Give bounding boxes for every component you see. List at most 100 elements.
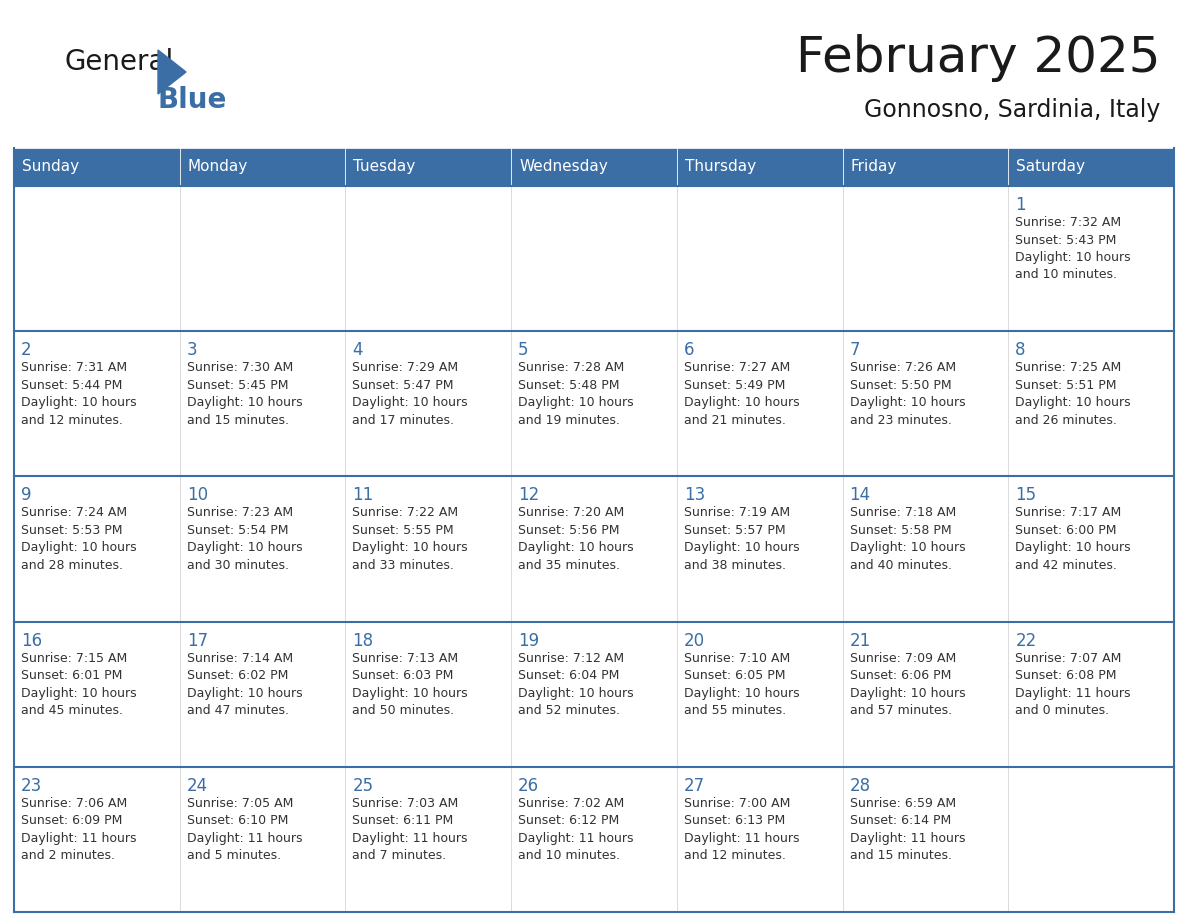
Bar bbox=[14, 476, 179, 621]
Bar bbox=[346, 148, 511, 186]
Text: Thursday: Thursday bbox=[684, 160, 756, 174]
Text: 10: 10 bbox=[187, 487, 208, 504]
Bar bbox=[511, 767, 677, 912]
Text: Sunrise: 7:00 AM
Sunset: 6:13 PM
Daylight: 11 hours
and 12 minutes.: Sunrise: 7:00 AM Sunset: 6:13 PM Dayligh… bbox=[684, 797, 800, 862]
Text: Wednesday: Wednesday bbox=[519, 160, 608, 174]
Bar bbox=[511, 621, 677, 767]
Bar bbox=[842, 148, 1009, 186]
Text: Sunrise: 7:30 AM
Sunset: 5:45 PM
Daylight: 10 hours
and 15 minutes.: Sunrise: 7:30 AM Sunset: 5:45 PM Dayligh… bbox=[187, 361, 302, 427]
Bar bbox=[346, 476, 511, 621]
Text: Sunrise: 7:12 AM
Sunset: 6:04 PM
Daylight: 10 hours
and 52 minutes.: Sunrise: 7:12 AM Sunset: 6:04 PM Dayligh… bbox=[518, 652, 633, 717]
Text: Tuesday: Tuesday bbox=[353, 160, 416, 174]
Text: 11: 11 bbox=[353, 487, 374, 504]
Bar bbox=[842, 476, 1009, 621]
Text: Blue: Blue bbox=[158, 86, 227, 114]
Text: Sunrise: 7:07 AM
Sunset: 6:08 PM
Daylight: 11 hours
and 0 minutes.: Sunrise: 7:07 AM Sunset: 6:08 PM Dayligh… bbox=[1016, 652, 1131, 717]
Text: 15: 15 bbox=[1016, 487, 1036, 504]
Bar bbox=[677, 621, 842, 767]
Bar bbox=[179, 331, 346, 476]
Text: Sunrise: 7:02 AM
Sunset: 6:12 PM
Daylight: 11 hours
and 10 minutes.: Sunrise: 7:02 AM Sunset: 6:12 PM Dayligh… bbox=[518, 797, 633, 862]
Text: 24: 24 bbox=[187, 777, 208, 795]
Text: Sunrise: 7:10 AM
Sunset: 6:05 PM
Daylight: 10 hours
and 55 minutes.: Sunrise: 7:10 AM Sunset: 6:05 PM Dayligh… bbox=[684, 652, 800, 717]
Bar bbox=[14, 331, 179, 476]
Text: Sunrise: 7:32 AM
Sunset: 5:43 PM
Daylight: 10 hours
and 10 minutes.: Sunrise: 7:32 AM Sunset: 5:43 PM Dayligh… bbox=[1016, 216, 1131, 282]
Text: 1: 1 bbox=[1016, 196, 1026, 214]
Text: Sunrise: 7:25 AM
Sunset: 5:51 PM
Daylight: 10 hours
and 26 minutes.: Sunrise: 7:25 AM Sunset: 5:51 PM Dayligh… bbox=[1016, 361, 1131, 427]
Bar bbox=[842, 331, 1009, 476]
Text: Sunrise: 7:06 AM
Sunset: 6:09 PM
Daylight: 11 hours
and 2 minutes.: Sunrise: 7:06 AM Sunset: 6:09 PM Dayligh… bbox=[21, 797, 137, 862]
Text: 5: 5 bbox=[518, 341, 529, 359]
Text: General: General bbox=[65, 48, 175, 76]
Text: 18: 18 bbox=[353, 632, 373, 650]
Bar bbox=[346, 331, 511, 476]
Bar bbox=[511, 476, 677, 621]
Bar bbox=[1009, 148, 1174, 186]
Polygon shape bbox=[158, 50, 187, 94]
Text: Friday: Friday bbox=[851, 160, 897, 174]
Text: 7: 7 bbox=[849, 341, 860, 359]
Text: Sunrise: 7:05 AM
Sunset: 6:10 PM
Daylight: 11 hours
and 5 minutes.: Sunrise: 7:05 AM Sunset: 6:10 PM Dayligh… bbox=[187, 797, 302, 862]
Text: 25: 25 bbox=[353, 777, 373, 795]
Text: 16: 16 bbox=[21, 632, 42, 650]
Text: Sunrise: 7:15 AM
Sunset: 6:01 PM
Daylight: 10 hours
and 45 minutes.: Sunrise: 7:15 AM Sunset: 6:01 PM Dayligh… bbox=[21, 652, 137, 717]
Bar bbox=[842, 767, 1009, 912]
Text: 2: 2 bbox=[21, 341, 32, 359]
Bar bbox=[842, 621, 1009, 767]
Bar bbox=[677, 186, 842, 331]
Text: 20: 20 bbox=[684, 632, 704, 650]
Bar bbox=[1009, 331, 1174, 476]
Text: Sunrise: 7:26 AM
Sunset: 5:50 PM
Daylight: 10 hours
and 23 minutes.: Sunrise: 7:26 AM Sunset: 5:50 PM Dayligh… bbox=[849, 361, 965, 427]
Text: Sunrise: 7:13 AM
Sunset: 6:03 PM
Daylight: 10 hours
and 50 minutes.: Sunrise: 7:13 AM Sunset: 6:03 PM Dayligh… bbox=[353, 652, 468, 717]
Bar bbox=[14, 621, 179, 767]
Bar bbox=[14, 186, 179, 331]
Text: Sunrise: 7:28 AM
Sunset: 5:48 PM
Daylight: 10 hours
and 19 minutes.: Sunrise: 7:28 AM Sunset: 5:48 PM Dayligh… bbox=[518, 361, 633, 427]
Text: Sunrise: 7:20 AM
Sunset: 5:56 PM
Daylight: 10 hours
and 35 minutes.: Sunrise: 7:20 AM Sunset: 5:56 PM Dayligh… bbox=[518, 507, 633, 572]
Bar bbox=[179, 767, 346, 912]
Bar bbox=[179, 476, 346, 621]
Text: Sunrise: 7:24 AM
Sunset: 5:53 PM
Daylight: 10 hours
and 28 minutes.: Sunrise: 7:24 AM Sunset: 5:53 PM Dayligh… bbox=[21, 507, 137, 572]
Text: 9: 9 bbox=[21, 487, 32, 504]
Bar bbox=[346, 186, 511, 331]
Bar bbox=[1009, 186, 1174, 331]
Bar bbox=[1009, 476, 1174, 621]
Text: Sunrise: 7:18 AM
Sunset: 5:58 PM
Daylight: 10 hours
and 40 minutes.: Sunrise: 7:18 AM Sunset: 5:58 PM Dayligh… bbox=[849, 507, 965, 572]
Text: Sunrise: 7:29 AM
Sunset: 5:47 PM
Daylight: 10 hours
and 17 minutes.: Sunrise: 7:29 AM Sunset: 5:47 PM Dayligh… bbox=[353, 361, 468, 427]
Bar bbox=[14, 767, 179, 912]
Bar bbox=[1009, 767, 1174, 912]
Bar bbox=[842, 186, 1009, 331]
Text: 17: 17 bbox=[187, 632, 208, 650]
Bar bbox=[511, 148, 677, 186]
Text: Sunrise: 6:59 AM
Sunset: 6:14 PM
Daylight: 11 hours
and 15 minutes.: Sunrise: 6:59 AM Sunset: 6:14 PM Dayligh… bbox=[849, 797, 965, 862]
Text: 12: 12 bbox=[518, 487, 539, 504]
Text: Sunrise: 7:22 AM
Sunset: 5:55 PM
Daylight: 10 hours
and 33 minutes.: Sunrise: 7:22 AM Sunset: 5:55 PM Dayligh… bbox=[353, 507, 468, 572]
Bar bbox=[179, 621, 346, 767]
Text: 4: 4 bbox=[353, 341, 362, 359]
Text: 23: 23 bbox=[21, 777, 43, 795]
Text: Sunrise: 7:14 AM
Sunset: 6:02 PM
Daylight: 10 hours
and 47 minutes.: Sunrise: 7:14 AM Sunset: 6:02 PM Dayligh… bbox=[187, 652, 302, 717]
Text: Sunrise: 7:31 AM
Sunset: 5:44 PM
Daylight: 10 hours
and 12 minutes.: Sunrise: 7:31 AM Sunset: 5:44 PM Dayligh… bbox=[21, 361, 137, 427]
Text: February 2025: February 2025 bbox=[796, 34, 1159, 82]
Bar bbox=[346, 621, 511, 767]
Bar bbox=[677, 148, 842, 186]
Bar bbox=[179, 148, 346, 186]
Text: 22: 22 bbox=[1016, 632, 1037, 650]
Bar bbox=[179, 186, 346, 331]
Text: Sunrise: 7:03 AM
Sunset: 6:11 PM
Daylight: 11 hours
and 7 minutes.: Sunrise: 7:03 AM Sunset: 6:11 PM Dayligh… bbox=[353, 797, 468, 862]
Text: 21: 21 bbox=[849, 632, 871, 650]
Bar bbox=[677, 331, 842, 476]
Text: 28: 28 bbox=[849, 777, 871, 795]
Bar bbox=[511, 186, 677, 331]
Text: Sunrise: 7:27 AM
Sunset: 5:49 PM
Daylight: 10 hours
and 21 minutes.: Sunrise: 7:27 AM Sunset: 5:49 PM Dayligh… bbox=[684, 361, 800, 427]
Text: 3: 3 bbox=[187, 341, 197, 359]
Text: 8: 8 bbox=[1016, 341, 1025, 359]
Bar bbox=[1009, 621, 1174, 767]
Text: 13: 13 bbox=[684, 487, 706, 504]
Text: 26: 26 bbox=[518, 777, 539, 795]
Bar bbox=[677, 476, 842, 621]
Text: 27: 27 bbox=[684, 777, 704, 795]
Bar bbox=[511, 331, 677, 476]
Text: 14: 14 bbox=[849, 487, 871, 504]
Text: Sunrise: 7:23 AM
Sunset: 5:54 PM
Daylight: 10 hours
and 30 minutes.: Sunrise: 7:23 AM Sunset: 5:54 PM Dayligh… bbox=[187, 507, 302, 572]
Text: Sunday: Sunday bbox=[23, 160, 80, 174]
Bar bbox=[346, 767, 511, 912]
